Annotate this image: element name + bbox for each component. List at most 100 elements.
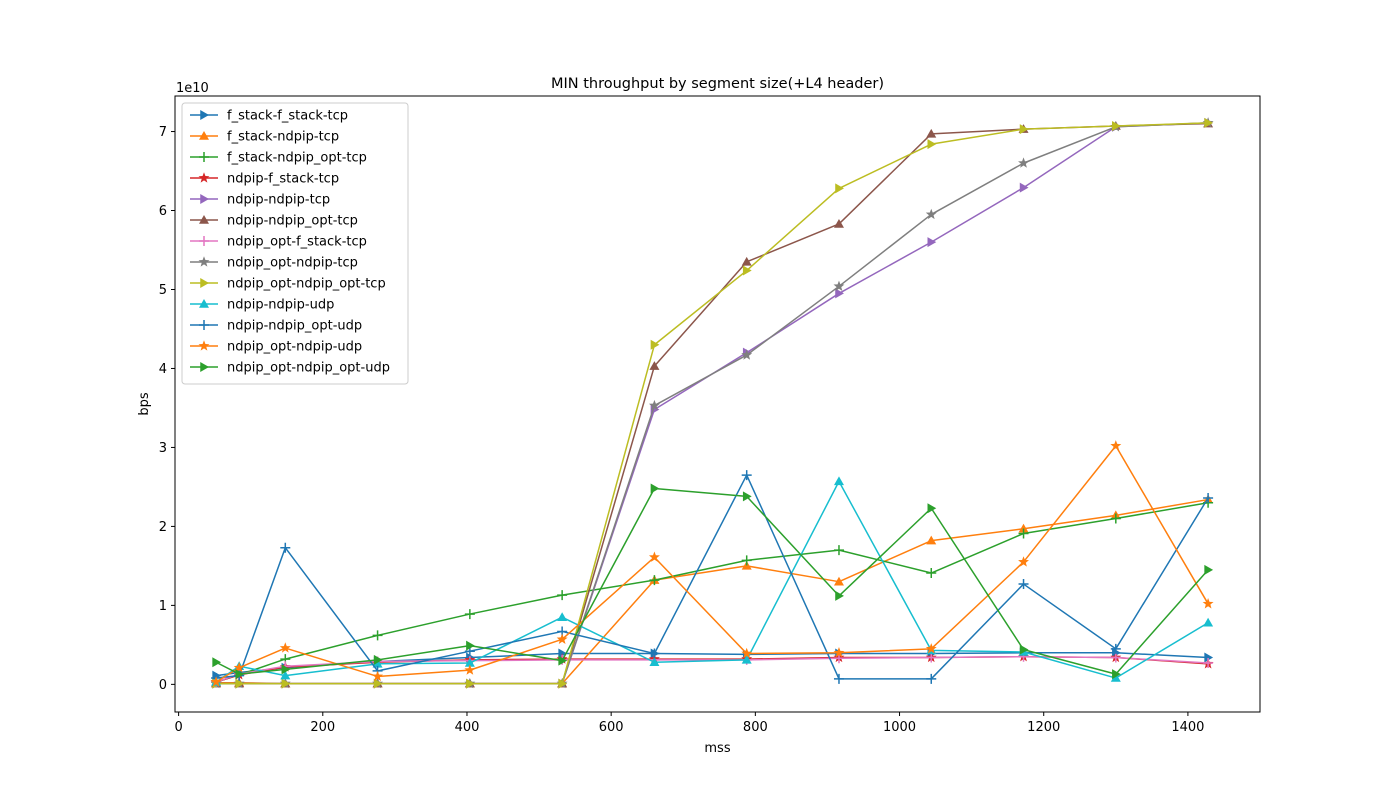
data-point [1204,117,1214,128]
data-point [741,470,752,481]
data-point [558,655,568,666]
legend-marker [199,215,209,224]
legend-marker [199,152,209,162]
data-point [1110,673,1121,682]
series-ndpip_opt-ndpip_opt-udp [212,483,1214,680]
data-point [1018,528,1029,539]
data-point [648,399,660,411]
y-tick-label: 2 [159,520,167,535]
legend-box [181,102,409,385]
legend-marker [200,194,209,204]
x-tick-label: 1200 [1027,720,1060,735]
legend-label: f_stack-f_stack-tcp [227,109,348,124]
data-point [557,590,568,601]
y-tick-label: 6 [159,204,167,219]
legend-marker [198,340,210,351]
data-point [742,491,752,502]
legend-label: ndpip_opt-ndpip-udp [227,340,362,355]
legend-marker [200,362,209,372]
legend-marker [200,110,209,120]
data-point [1018,579,1029,590]
data-point [833,280,845,291]
legend-marker [199,299,209,308]
series-ndpip_opt-ndpip_opt-tcp [212,117,1214,689]
legend-entry: ndpip_opt-f_stack-tcp [190,235,367,250]
y-tick-label: 3 [159,441,167,456]
data-point [373,654,383,665]
x-tick-label: 0 [174,720,182,735]
y-axis-label: bps [137,392,152,416]
data-point [833,476,844,486]
legend-label: ndpip_opt-ndpip-tcp [227,256,358,271]
legend-entry: ndpip-ndpip_opt-tcp [190,214,358,229]
data-point [926,128,937,138]
data-point [649,648,660,659]
data-point [926,535,937,545]
data-point [372,670,384,682]
series-line [215,480,1209,683]
x-tick-label: 1400 [1171,720,1204,735]
legend-marker [198,172,210,183]
series-line [215,445,1209,683]
legend-entry: ndpip-ndpip-tcp [190,193,330,208]
data-point [1203,658,1214,669]
data-point [835,183,844,194]
legend-entry: ndpip_opt-ndpip_opt-udp [190,361,390,376]
data-point [464,658,475,667]
x-tick-label: 400 [455,720,480,735]
data-point [466,640,475,651]
y-tick-label: 4 [159,362,167,377]
data-point [835,590,844,601]
data-point [235,669,245,680]
data-point [372,658,383,668]
data-point [926,652,937,663]
x-tick-label: 800 [743,720,768,735]
legend-label: ndpip_opt-f_stack-tcp [227,235,367,250]
data-point [926,673,937,684]
data-point [466,678,475,689]
data-point [557,612,568,621]
data-point [280,670,291,680]
data-point [926,568,937,579]
legend-label: ndpip_opt-ndpip_opt-udp [227,361,390,376]
data-point [1112,121,1121,132]
data-point [556,633,568,644]
legend-label: ndpip_opt-ndpip_opt-tcp [227,277,386,292]
data-point [1110,513,1121,524]
legend: f_stack-f_stack-tcp f_stack-ndpip-tcp f_st… [181,102,409,385]
legend-marker [198,256,210,267]
data-point [1204,564,1214,575]
data-point [558,648,568,659]
data-point [741,647,753,659]
data-point [833,545,844,556]
data-point [1018,523,1029,533]
x-tick-label: 1000 [883,720,916,735]
y-tick-label: 1 [159,599,167,614]
data-point [1112,669,1121,680]
series-ndpip-ndpip_opt-udp [211,470,1214,684]
data-point [649,657,660,666]
data-point [833,576,844,586]
legend-entry: ndpip-ndpip_opt-udp [190,319,362,334]
data-point [558,678,568,689]
x-tick-label: 200 [310,720,335,735]
data-point [1019,124,1029,135]
data-point [1204,652,1214,663]
data-point [281,664,291,675]
legend-label: f_stack-ndpip_opt-tcp [227,151,367,166]
data-point [833,218,844,228]
data-point [927,503,937,514]
data-point [927,237,937,248]
legend-entry: ndpip_opt-ndpip_opt-tcp [190,277,386,292]
data-point [280,542,291,553]
y-offset-text: 1e10 [176,81,209,96]
data-point [833,647,845,658]
data-point [650,339,660,350]
legend-label: ndpip-ndpip_opt-tcp [227,214,358,229]
data-point [279,642,291,653]
legend-entry: ndpip_opt-ndpip-udp [190,340,362,355]
data-point [464,609,475,620]
data-point [1018,157,1029,168]
data-point [741,349,753,360]
